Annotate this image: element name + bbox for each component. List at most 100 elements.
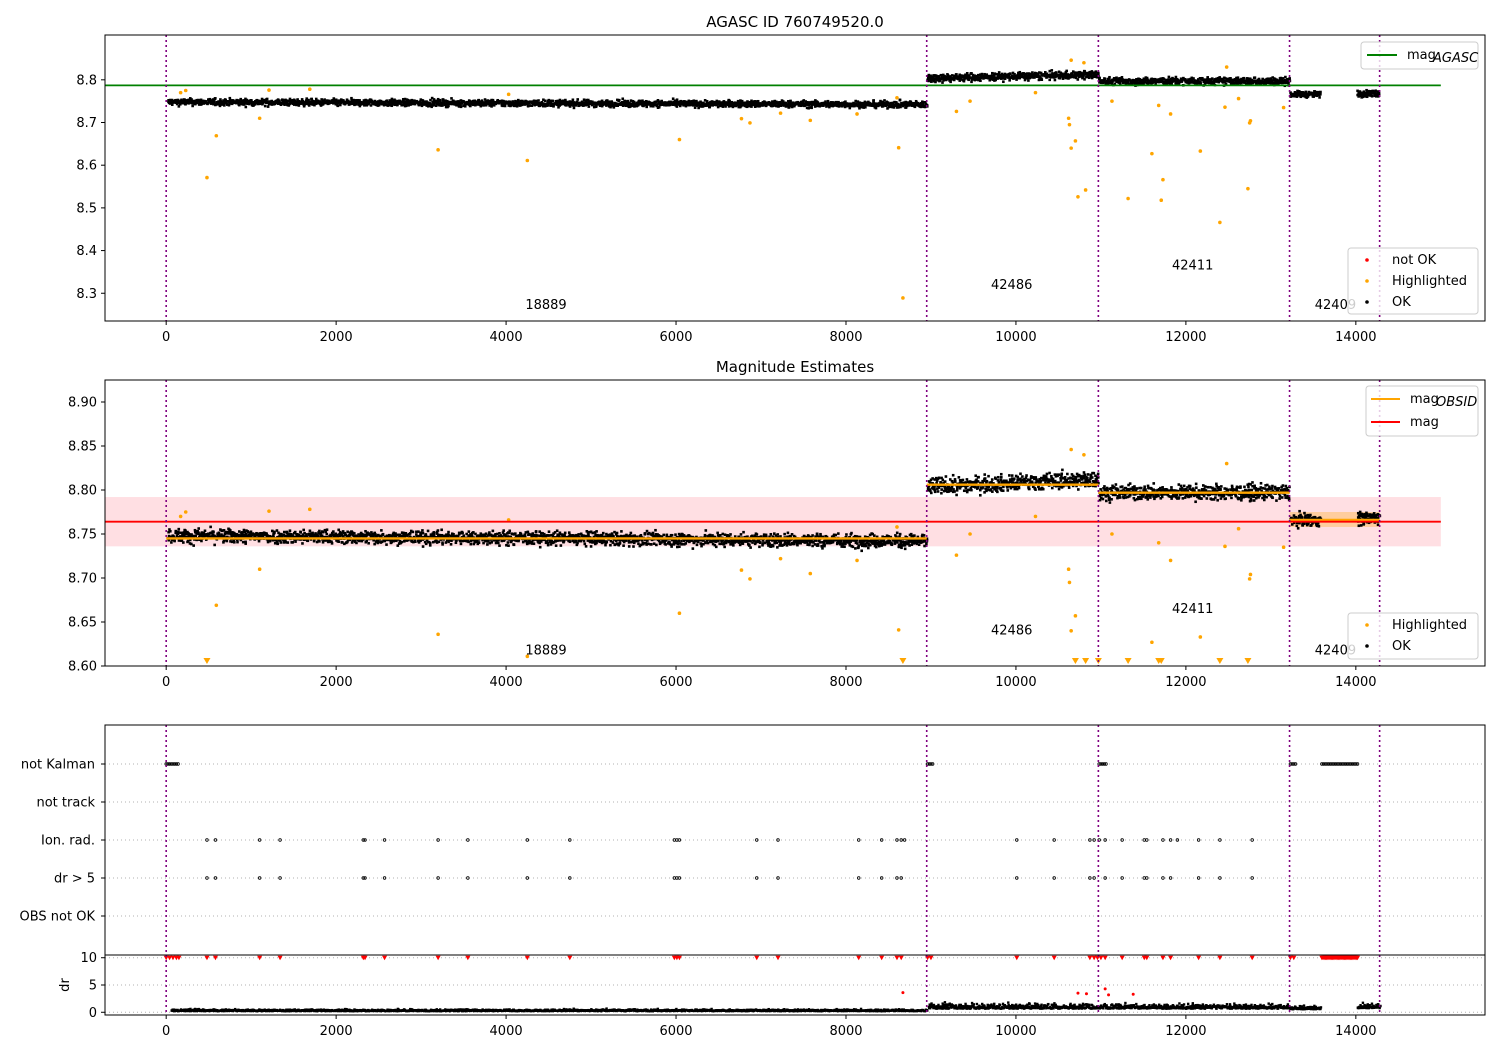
ok-point bbox=[1318, 96, 1321, 99]
ok-point bbox=[636, 535, 639, 539]
ok-point bbox=[780, 102, 783, 105]
ok-point bbox=[555, 529, 559, 533]
legend-entry-label: not OK bbox=[1392, 253, 1437, 268]
ok-point bbox=[346, 530, 349, 534]
ok-point bbox=[227, 532, 230, 535]
ok-point bbox=[787, 104, 791, 107]
ok-point bbox=[469, 104, 472, 108]
ok-point bbox=[234, 534, 238, 538]
ok-point bbox=[447, 540, 450, 544]
ok-point bbox=[350, 96, 353, 100]
ok-point bbox=[1048, 75, 1052, 78]
ok-point bbox=[319, 531, 323, 535]
ok-point bbox=[661, 103, 664, 106]
ok-point bbox=[300, 534, 304, 538]
ok-point bbox=[670, 101, 674, 105]
ok-point bbox=[984, 76, 988, 80]
ok-point bbox=[539, 531, 543, 535]
ok-point bbox=[469, 539, 473, 543]
ok-point bbox=[305, 97, 309, 100]
ok-point bbox=[352, 532, 356, 535]
ok-point bbox=[644, 541, 647, 545]
ok-point bbox=[247, 534, 251, 537]
ok-point bbox=[167, 538, 171, 542]
ok-point bbox=[1289, 91, 1292, 94]
ok-point bbox=[1013, 76, 1016, 80]
ok-point bbox=[563, 531, 567, 535]
ok-point bbox=[705, 99, 709, 103]
ok-point bbox=[399, 102, 402, 105]
ok-point bbox=[372, 101, 376, 104]
ok-point bbox=[456, 534, 460, 538]
ok-point bbox=[1315, 94, 1318, 97]
ok-point bbox=[968, 74, 971, 78]
ok-point bbox=[965, 71, 969, 75]
ok-point bbox=[1216, 77, 1219, 80]
ok-point bbox=[538, 534, 541, 538]
ok-point bbox=[495, 532, 499, 536]
ok-point bbox=[652, 542, 656, 546]
ok-point bbox=[592, 540, 595, 544]
highlighted-point bbox=[1110, 99, 1114, 103]
ok-point bbox=[288, 535, 292, 539]
ok-point bbox=[415, 533, 418, 536]
ok-point bbox=[590, 539, 594, 542]
ok-point bbox=[220, 535, 224, 539]
ok-point bbox=[373, 542, 376, 546]
ok-point bbox=[611, 541, 615, 544]
ok-point bbox=[351, 102, 354, 106]
ok-point bbox=[365, 103, 369, 107]
ok-point bbox=[246, 530, 249, 533]
ok-point bbox=[1283, 81, 1286, 84]
highlighted-point bbox=[1248, 119, 1253, 123]
ok-point bbox=[528, 539, 531, 542]
x-tick-label: 8000 bbox=[829, 330, 862, 345]
ok-point bbox=[1144, 79, 1148, 82]
ok-point bbox=[542, 102, 546, 106]
ok-point bbox=[305, 533, 308, 536]
ok-point bbox=[447, 534, 451, 537]
ok-point bbox=[477, 98, 480, 102]
ok-point bbox=[1037, 78, 1041, 82]
ok-point bbox=[539, 534, 543, 538]
ok-point bbox=[1262, 81, 1266, 85]
ok-point bbox=[1105, 79, 1109, 83]
ok-point bbox=[905, 104, 909, 108]
ok-point bbox=[519, 104, 522, 107]
ok-point bbox=[288, 97, 292, 101]
ok-point bbox=[465, 539, 469, 543]
ok-point bbox=[387, 535, 391, 539]
ok-point bbox=[540, 538, 543, 542]
ok-point bbox=[444, 541, 448, 544]
ok-point bbox=[728, 101, 732, 105]
ok-point bbox=[1133, 81, 1137, 85]
ok-point bbox=[1110, 82, 1114, 86]
ok-point bbox=[175, 534, 179, 537]
ok-point bbox=[1112, 77, 1116, 80]
ok-point bbox=[874, 106, 878, 110]
ok-point bbox=[335, 100, 338, 103]
ok-point bbox=[746, 101, 749, 104]
ok-point bbox=[243, 535, 246, 539]
ok-point bbox=[843, 102, 847, 106]
highlighted-point bbox=[267, 88, 271, 92]
ok-point bbox=[717, 100, 721, 103]
ok-point bbox=[991, 71, 994, 75]
ok-point bbox=[684, 104, 688, 108]
ok-point bbox=[420, 104, 424, 108]
ok-point bbox=[509, 104, 512, 107]
ok-point bbox=[771, 104, 775, 108]
ok-point bbox=[1083, 77, 1086, 81]
ok-point bbox=[1249, 77, 1252, 81]
ok-point bbox=[562, 540, 565, 544]
ok-point bbox=[1374, 95, 1378, 98]
ok-point bbox=[1361, 95, 1365, 99]
ok-point bbox=[733, 103, 736, 107]
ok-point bbox=[773, 101, 777, 105]
ok-point bbox=[595, 530, 598, 533]
ok-point bbox=[994, 77, 998, 80]
ok-point bbox=[546, 102, 550, 105]
ok-point bbox=[466, 100, 470, 104]
ok-point bbox=[366, 99, 370, 102]
ok-point bbox=[687, 101, 691, 104]
